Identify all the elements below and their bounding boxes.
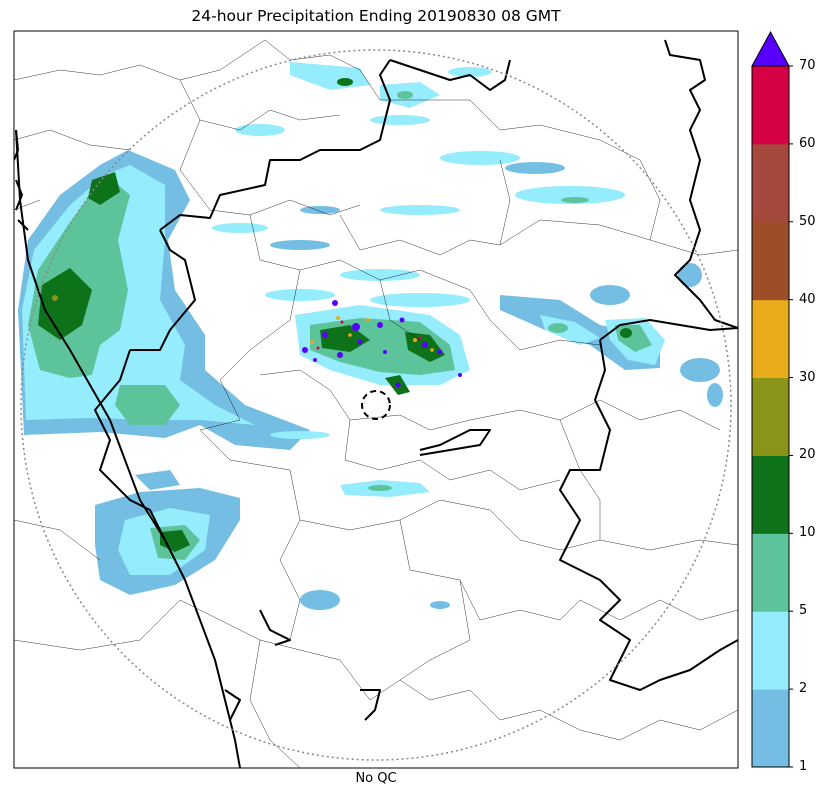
rain-streak-c3 — [370, 293, 470, 307]
rain-streak-n7 — [505, 162, 565, 174]
colorbar-tick-label: 70 — [799, 58, 816, 73]
rain-streak-n9 — [212, 223, 268, 233]
colorbar-outline — [751, 65, 790, 768]
colorbar-tick-label: 40 — [799, 291, 816, 307]
rain-streak-n3 — [448, 67, 492, 77]
rain-area-south-3 — [430, 601, 450, 609]
state-boundaries — [14, 39, 738, 768]
rain-area-east-4 — [590, 285, 630, 305]
rain-area-east-2 — [540, 315, 600, 345]
rain-streak-n1 — [290, 62, 370, 90]
colorbar-tick-label: 60 — [799, 135, 816, 151]
district-boundaries — [14, 39, 738, 768]
rain-streak-c1 — [340, 269, 420, 281]
rain-area-central-3 — [320, 325, 370, 352]
rain-area-south-4 — [270, 431, 330, 439]
rain-streak-n5 — [235, 124, 285, 136]
coastline — [15, 129, 241, 768]
map-subtitle: No QC — [355, 771, 397, 786]
colorbar-extend-arrow — [751, 30, 790, 67]
rain-area-east-core-3 — [620, 328, 632, 338]
rain-cells-intense — [302, 300, 462, 388]
colorbar-segment — [752, 221, 789, 301]
rain-streak-n11 — [380, 205, 460, 215]
colorbar-segment — [752, 455, 789, 534]
colorbar-segment — [752, 689, 789, 768]
radar-site-marker — [361, 390, 391, 420]
colorbar-tick-label: 30 — [799, 369, 816, 385]
colorbar-tick-label: 50 — [799, 213, 816, 229]
rain-area-east-5 — [678, 263, 702, 287]
rain-area-west-core-2 — [88, 172, 120, 205]
rain-cells-heavy — [316, 320, 422, 350]
colorbar-segment — [752, 299, 789, 379]
rain-streak-c2 — [265, 289, 335, 301]
rain-streak-n8 — [515, 186, 625, 204]
rain-area-west-band-4 — [115, 385, 180, 425]
colorbar-segment — [752, 66, 789, 145]
rain-streak-n1-core — [337, 78, 353, 86]
rain-cells-moderate — [310, 316, 434, 352]
colorbar-tick-label: 1 — [799, 759, 808, 774]
colorbar-tick-label: 10 — [799, 525, 816, 541]
map-title: 24-hour Precipitation Ending 20190830 08… — [191, 7, 561, 25]
rain-area-sw-small — [135, 470, 180, 490]
rain-streak-n4 — [370, 115, 430, 125]
rain-streak-n2-core — [397, 91, 413, 99]
rain-area-east-7 — [707, 383, 723, 407]
rain-streak-n8-core — [561, 197, 589, 203]
rain-cell-yellow — [52, 295, 58, 301]
colorbar-segment — [752, 533, 789, 612]
colorbar-segment — [752, 611, 789, 690]
colorbar-segment — [752, 143, 789, 223]
rain-streak-n12 — [300, 206, 340, 214]
colorbar-tick-label: 5 — [799, 603, 808, 619]
radar-range-ring — [20, 49, 732, 761]
colorbar-tick-label: 20 — [799, 447, 816, 463]
colorbar-tick-label: 2 — [799, 681, 808, 697]
rain-area-south-1-core — [368, 485, 392, 491]
map-frame — [13, 30, 739, 769]
rain-streak-n6 — [440, 151, 520, 165]
rain-area-south-2 — [300, 590, 340, 610]
rain-area-east-core-1 — [548, 323, 568, 333]
precipitation-field — [18, 62, 723, 610]
colorbar — [751, 30, 793, 768]
rain-streak-n10 — [270, 240, 330, 250]
colorbar-segment — [752, 377, 789, 456]
rain-area-east-6 — [680, 358, 720, 382]
